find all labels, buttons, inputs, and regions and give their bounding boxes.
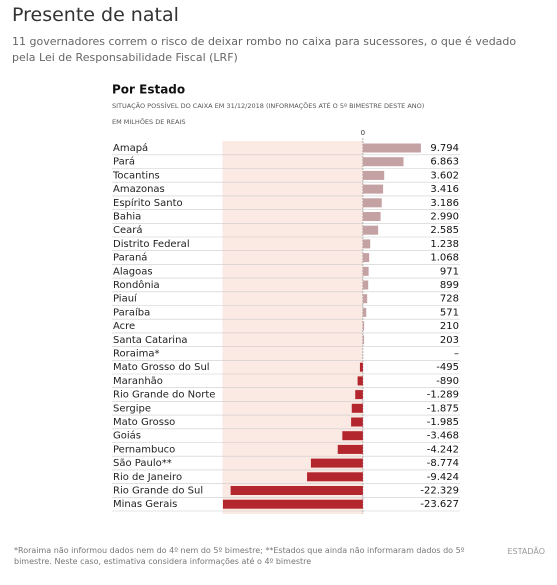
bar [362,335,365,345]
value-label: 203 [440,335,459,346]
value-label: – [454,349,459,360]
value-label: 1.068 [430,253,459,264]
value-label: -22.329 [420,486,459,497]
value-label: 3.186 [430,198,459,209]
value-label: 1.238 [430,239,459,250]
category-label: Rio Grande do Norte [113,390,215,401]
value-label: -1.875 [427,403,459,414]
bar [362,170,385,180]
value-label: 9.794 [430,143,459,154]
bar [351,403,363,413]
subtitle: 11 governadores correm o risco de deixar… [12,35,517,64]
category-label: Santa Catarina [113,335,188,346]
value-label: -1.985 [427,417,459,428]
bar [362,280,369,290]
value-label: -3.468 [427,431,459,442]
bar [362,321,365,331]
category-label: Mato Grosso [113,417,175,428]
bar [362,212,381,221]
bar [359,362,363,372]
category-label: Pernambuco [113,444,175,455]
category-label: Espírito Santo [113,197,183,209]
category-label: Rio Grande do Sul [113,486,203,497]
bar [230,486,363,495]
value-label: 571 [440,307,459,318]
bar [342,431,363,441]
value-label: 899 [440,280,459,291]
category-label: Rondônia [113,279,160,291]
value-label: -495 [436,362,459,373]
category-label: Alagoas [113,266,153,277]
bar [351,417,363,427]
category-label: Amazonas [113,184,165,195]
value-label: 2.585 [430,225,459,236]
category-label: Sergipe [113,403,151,414]
value-label: 728 [440,294,459,305]
value-label: -8.774 [427,458,459,469]
category-label: São Paulo** [113,458,172,469]
chart-title: Por Estado [112,83,185,97]
bar [307,472,363,482]
category-label: Rio de Janeiro [113,472,182,483]
category-label: Paraíba [113,306,150,318]
value-label: -890 [436,376,459,387]
value-label: 3.416 [430,184,459,195]
bar [355,390,363,400]
value-label: 3.602 [430,170,459,181]
chart-subtitle: SITUAÇÃO POSSÍVEL DO CAIXA EM 31/12/2018… [112,101,424,110]
category-label: Amapá [113,142,148,154]
value-label: -1.289 [427,390,459,401]
bar [337,444,363,454]
category-label: Maranhão [113,376,163,387]
bar [362,266,369,276]
bar [362,294,368,304]
value-label: 2.990 [430,212,459,223]
category-label: Paraná [113,252,147,264]
x-tick-label: 0 [361,129,365,137]
bar [362,198,382,208]
bar [362,184,384,194]
bar [362,143,421,153]
category-label: Ceará [113,224,143,236]
bar [362,157,404,167]
negative-region [222,141,363,514]
category-label: Piauí [113,293,138,305]
bar [362,307,367,317]
category-label: Tocantins [112,170,160,181]
bar [362,225,379,235]
category-label: Minas Gerais [113,499,177,510]
title: Presente de natal [12,4,179,26]
category-label: Distrito Federal [113,239,190,250]
chart: Por Estado SITUAÇÃO POSSÍVEL DO CAIXA EM… [112,83,460,514]
category-label: Pará [113,156,135,168]
bar [310,458,363,468]
footnote: *Roraima não informou dados nem do 4º ne… [14,546,465,566]
bar [357,376,363,386]
category-label: Roraima* [113,349,160,360]
source: ESTADÃO [507,547,545,556]
value-label: 6.863 [430,157,459,168]
category-label: Mato Grosso do Sul [113,362,210,373]
unit-label: EM MILHÕES DE REAIS [112,117,186,126]
value-label: -4.242 [427,444,459,455]
value-label: 210 [440,321,459,332]
bar [362,239,371,249]
value-label: -9.424 [427,472,459,483]
category-label: Bahia [113,212,141,223]
category-label: Acre [113,321,135,332]
category-label: Goiás [113,430,141,442]
bar [362,253,370,263]
value-label: -23.627 [420,499,459,510]
value-label: 971 [440,266,459,277]
bar [222,499,363,509]
